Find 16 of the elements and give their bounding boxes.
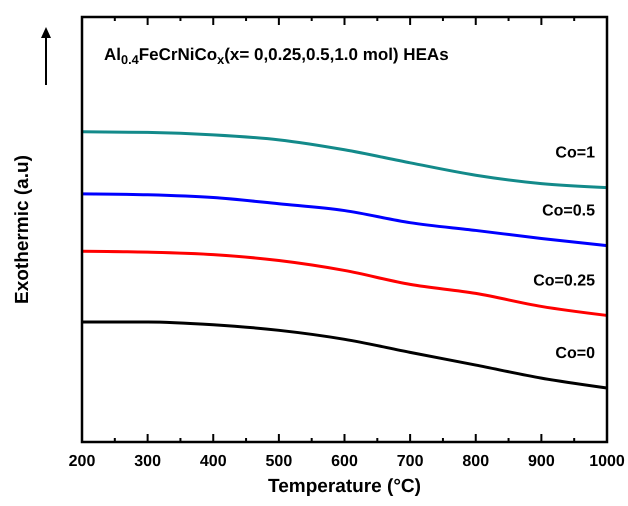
series-label: Co=0.25 — [533, 272, 596, 290]
x-tick-label: 200 — [68, 453, 96, 470]
x-tick-label: 500 — [266, 453, 292, 470]
series-label: Co=1 — [555, 144, 596, 162]
x-axis-title: Temperature (°C) — [268, 476, 421, 497]
x-tick-label: 400 — [200, 453, 227, 470]
x-tick-label: 800 — [462, 453, 490, 470]
x-tick-label: 300 — [134, 453, 162, 470]
x-tick-label: 600 — [331, 453, 358, 470]
series-label: Co=0 — [555, 345, 596, 362]
y-axis-title: Exothermic (a.u) — [12, 155, 33, 304]
x-tick-label: 700 — [396, 453, 424, 470]
x-tick-label: 1000 — [589, 453, 625, 470]
series-label: Co=0.5 — [542, 202, 596, 220]
chart-title: Al$_{0.4}$FeCrNiCo$_{x}$(x= 0,0.25,0.5,1.0 mol) HEAs — [104, 45, 449, 67]
x-tick-label: 900 — [528, 453, 555, 470]
